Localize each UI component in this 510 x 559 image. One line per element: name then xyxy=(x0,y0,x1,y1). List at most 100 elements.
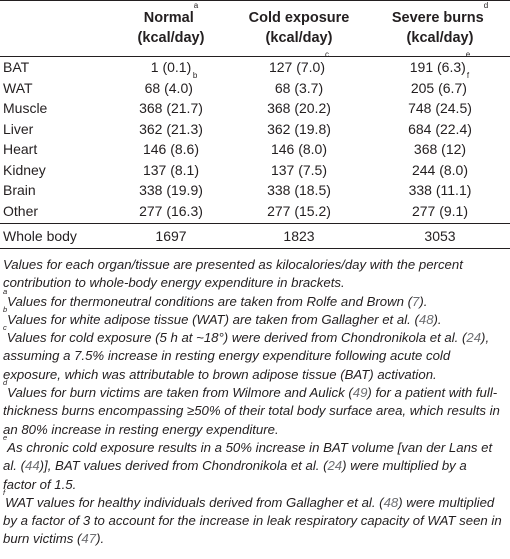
header-burns-unit: (kcal/day) xyxy=(406,30,474,46)
burns-cell: 277 (9.1) xyxy=(411,202,469,219)
footnote-f-text: WAT values for healthy individuals deriv… xyxy=(5,494,384,510)
table-header-row: Normala (kcal/day) Cold exposure (kcal/d… xyxy=(0,0,510,57)
burns-cell: 684 (22.4) xyxy=(408,120,472,137)
total-label: Whole body xyxy=(0,223,114,249)
organ-cell: Liver xyxy=(3,120,34,137)
normal-cell: 277 (16.3) xyxy=(139,202,203,219)
reference-link[interactable]: 44 xyxy=(24,458,40,474)
header-organ-column xyxy=(0,0,114,57)
reference-link[interactable]: 47 xyxy=(81,531,97,547)
energy-expenditure-table: Normala (kcal/day) Cold exposure (kcal/d… xyxy=(0,0,510,249)
reference-link[interactable]: 24 xyxy=(327,458,343,474)
header-normal-footnote-mark: a xyxy=(193,1,199,10)
table-row: Liver 362 (21.3) 362 (19.8) 684 (22.4) xyxy=(0,119,510,140)
footnote-c: cValues for cold exposure (5 h at ~18°) … xyxy=(3,324,503,384)
footnote-c-text-end: ), assuming a 7.5% increase in resting e… xyxy=(3,330,490,382)
cold-cell: 338 (18.5) xyxy=(267,182,331,199)
normal-footnote-mark: b xyxy=(192,70,198,80)
footnote-f-text-end: ). xyxy=(96,531,105,547)
organ-cell: Muscle xyxy=(3,100,48,117)
normal-value: 1 (0.1) xyxy=(150,59,192,76)
footnote-b: bValues for white adipose tissue (WAT) a… xyxy=(3,306,503,329)
footnote-d-text: Values for burn victims are taken from W… xyxy=(7,385,353,401)
table-header: Normala (kcal/day) Cold exposure (kcal/d… xyxy=(0,0,510,57)
header-cold-title: Cold exposure xyxy=(248,10,350,26)
footnote-d-mark: d xyxy=(3,378,8,388)
burns-cell: 244 (8.0) xyxy=(411,161,469,178)
energy-expenditure-table-wrap: Normala (kcal/day) Cold exposure (kcal/d… xyxy=(0,0,510,249)
header-normal: Normala (kcal/day) xyxy=(114,0,228,57)
organ-cell: Brain xyxy=(3,182,36,199)
header-normal-unit: (kcal/day) xyxy=(137,30,205,46)
footnote-main: Values for each organ/tissue are present… xyxy=(3,257,463,291)
cold-cell: 362 (19.8) xyxy=(267,120,331,137)
footnote-c-text: Values for cold exposure (5 h at ~18°) w… xyxy=(6,330,467,346)
header-normal-title: Normal xyxy=(143,10,194,26)
footnote-a-text: Values for thermoneutral conditions are … xyxy=(7,293,413,309)
header-cold-unit: (kcal/day) xyxy=(265,30,333,46)
organ-cell: Kidney xyxy=(3,161,46,178)
footnote-f-text-mid: ) were multiplied by a factor of 3 to ac… xyxy=(3,494,502,547)
burns-cell: 748 (24.5) xyxy=(408,100,472,117)
cold-cell: 68 (3.7) xyxy=(228,78,370,99)
cold-cell: 368 (20.2) xyxy=(267,100,331,117)
total-burns: 3053 xyxy=(370,223,510,249)
footnote-e: eAs chronic cold exposure results in a 5… xyxy=(3,434,503,494)
table-row: Heart 146 (8.6) 146 (8.0) 368 (12) xyxy=(0,139,510,160)
normal-value: 68 (4.0) xyxy=(144,79,193,96)
burns-footnote-mark: e xyxy=(465,50,471,60)
normal-cell: 68 (4.0)b xyxy=(114,71,228,99)
cold-value: 68 (3.7) xyxy=(274,79,324,96)
footnote-a-mark: a xyxy=(3,286,8,296)
footnote-a-text-end: ). xyxy=(419,293,428,309)
table-row: Muscle 368 (21.7) 368 (20.2) 748 (24.5) xyxy=(0,98,510,119)
normal-cell: 368 (21.7) xyxy=(139,100,203,117)
footnote-a: aValues for thermoneutral conditions are… xyxy=(3,287,503,311)
cold-cell: 277 (15.2) xyxy=(267,202,331,219)
header-burns-title: Severe burns xyxy=(391,10,484,26)
organ-cell: Heart xyxy=(3,141,38,158)
footnote-b-text: Values for white adipose tissue (WAT) ar… xyxy=(7,311,419,327)
cold-cell: 146 (8.0) xyxy=(270,141,328,158)
table-row: BAT 1 (0.1) 127 (7.0)c 191 (6.3)e xyxy=(0,51,510,78)
normal-cell: 1 (0.1) xyxy=(114,57,228,78)
normal-cell: 137 (8.1) xyxy=(142,161,200,178)
burns-cell: 191 (6.3)e xyxy=(370,51,510,78)
footnote-e-text: As chronic cold exposure results in a 50… xyxy=(3,439,493,474)
normal-cell: 338 (19.9) xyxy=(139,182,203,199)
footnote-b-mark: b xyxy=(3,304,8,314)
footnote-d-text-end: ) for a patient with full-thickness burn… xyxy=(3,385,500,437)
burns-value: 191 (6.3) xyxy=(409,59,466,76)
normal-cell: 362 (21.3) xyxy=(139,120,203,137)
normal-cell: 146 (8.6) xyxy=(142,141,200,158)
reference-link[interactable]: 24 xyxy=(466,330,482,346)
footnote-d: dValues for burn victims are taken from … xyxy=(3,379,503,439)
total-cold: 1823 xyxy=(228,223,370,249)
burns-cell: 205 (6.7)f xyxy=(370,71,510,99)
table-row: Kidney 137 (8.1) 137 (7.5) 244 (8.0) xyxy=(0,160,510,181)
table-footnotes: Values for each organ/tissue are present… xyxy=(3,256,503,549)
reference-link[interactable]: 7 xyxy=(412,293,420,309)
cold-cell: 127 (7.0)c xyxy=(228,51,370,78)
header-burns-footnote-mark: d xyxy=(483,1,489,10)
organ-cell: WAT xyxy=(3,79,33,96)
cold-cell: 137 (7.5) xyxy=(270,161,328,178)
reference-link[interactable]: 49 xyxy=(352,385,368,401)
organ-cell: BAT xyxy=(3,59,30,76)
reference-link[interactable]: 48 xyxy=(418,311,434,327)
cold-value: 127 (7.0) xyxy=(268,59,326,76)
burns-cell: 338 (11.1) xyxy=(408,182,472,199)
burns-footnote-mark: f xyxy=(466,70,470,80)
burns-value: 205 (6.7) xyxy=(410,79,467,96)
table-row: WAT 68 (4.0)b 68 (3.7) 205 (6.7)f xyxy=(0,71,510,99)
footnote-f: fWAT values for healthy individuals deri… xyxy=(3,489,503,549)
burns-cell: 368 (12) xyxy=(413,141,467,158)
reference-link[interactable]: 48 xyxy=(383,494,399,510)
footnote-f-mark: f xyxy=(3,487,6,497)
total-normal: 1697 xyxy=(114,223,228,249)
footnote-e-text-mid: )], BAT values derived from Chondronikol… xyxy=(39,458,328,474)
table-row: Other 277 (16.3) 277 (15.2) 277 (9.1) xyxy=(0,201,510,224)
header-burns: Severe burnsd (kcal/day) xyxy=(370,0,510,57)
total-row: Whole body 1697 1823 3053 xyxy=(0,223,510,249)
footnote-b-text-end: ). xyxy=(433,311,442,327)
